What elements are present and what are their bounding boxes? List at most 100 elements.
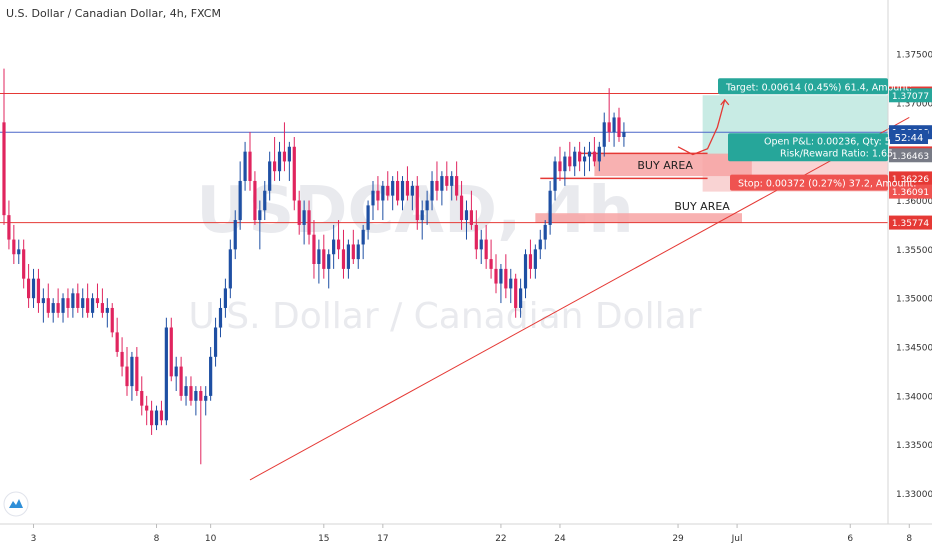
candle-body-48 (238, 180, 242, 221)
candle-body-85 (420, 210, 424, 221)
target-label-box (718, 78, 888, 95)
candle-body-106 (523, 254, 528, 289)
candle-body-65 (322, 249, 326, 269)
candle-body-59 (292, 146, 296, 201)
candle-body-9 (46, 298, 50, 313)
candle-body-66 (327, 254, 331, 269)
candle-body-29 (145, 405, 149, 411)
candle-body-12 (61, 298, 65, 313)
time-tick-label: 24 (554, 534, 566, 544)
candle-body-64 (317, 249, 321, 264)
price-axis[interactable]: 1.33000 1.33500 1.34000 1.34500 1.35000 1.355… (896, 50, 932, 500)
candle-body-88 (435, 180, 439, 191)
pnl-label[interactable]: Open P&L: 0.00236, Qty: 53763 Risk/Rewar… (728, 133, 915, 162)
candle-body-7 (36, 278, 41, 304)
candle-body-49 (243, 151, 247, 181)
candle-body-40 (199, 391, 203, 401)
buy-area-label-lower[interactable]: BUY AREA (674, 200, 730, 213)
candle-body-110 (543, 224, 547, 240)
candle-body-97 (479, 239, 483, 250)
candle-body-82 (405, 180, 410, 196)
candle-body-38 (189, 386, 193, 401)
candle-body-16 (81, 298, 85, 308)
candle-body-117 (578, 151, 582, 162)
zones-layer (535, 95, 888, 223)
price-tag-hline (889, 215, 932, 230)
candle-body-21 (105, 307, 109, 313)
time-tick-label: 10 (205, 534, 217, 544)
candle-body-32 (159, 410, 164, 421)
countdown-text: 52:44 (895, 133, 924, 144)
countdown-box (890, 130, 928, 144)
candle-body-96 (474, 224, 478, 250)
pnl-label-box (728, 133, 888, 162)
candle-body-71 (351, 244, 355, 260)
pnl-label-line1: Open P&L: 0.00236, Qty: 53763 (764, 136, 915, 147)
price-tag-entry (889, 148, 932, 163)
time-tick-label: 17 (377, 534, 388, 544)
candle-body-105 (519, 288, 523, 308)
price-tick-label: 1.33500 (896, 441, 932, 451)
time-axis[interactable]: 3 8 10 15 17 22 24 29 Jul 6 8 (31, 524, 913, 544)
candle-body-54 (268, 161, 272, 191)
tradingview-logo-icon[interactable] (3, 491, 29, 517)
candle-body-83 (410, 185, 414, 196)
candle-body-56 (277, 151, 282, 172)
candle-body-114 (563, 156, 567, 172)
stop-label[interactable]: Stop: 0.00372 (0.27%) 37.2, Amount: (730, 174, 916, 191)
pnl-label-line2: Risk/Reward Ratio: 1.65 (780, 148, 893, 159)
candle-body-101 (499, 268, 503, 284)
time-tick-label: 8 (906, 534, 912, 544)
price-tag-label: 1.35774 (892, 219, 929, 229)
candle-body-115 (568, 156, 572, 167)
candle-body-42 (209, 356, 213, 396)
candle-body-80 (396, 180, 400, 201)
candle-body-1 (7, 215, 11, 240)
projection-arrow-icon (720, 98, 730, 106)
candle-body-41 (204, 395, 208, 401)
candle-body-68 (336, 239, 341, 250)
bar-countdown: 52:44 (890, 130, 928, 144)
target-label-text: Target: 0.00614 (0.45%) 61.4, Amount: (725, 82, 912, 93)
candle-body-123 (607, 122, 611, 133)
overlay-layer (677, 98, 730, 156)
candle-body-25 (125, 366, 129, 387)
candle-body-2 (12, 239, 16, 255)
candle-body-46 (228, 249, 232, 289)
price-tag-stop (889, 184, 932, 199)
candle-body-120 (592, 151, 596, 162)
candle-body-24 (120, 351, 124, 367)
candle-body-72 (356, 244, 360, 260)
candle-body-124 (612, 117, 616, 133)
candle-body-93 (459, 195, 464, 221)
candle-body-94 (464, 210, 469, 221)
candle-body-6 (31, 278, 36, 299)
target-label[interactable]: Target: 0.00614 (0.45%) 61.4, Amount: (718, 78, 912, 95)
candle-body-11 (56, 303, 60, 313)
candle-body-43 (213, 327, 218, 357)
candle-body-60 (297, 200, 301, 225)
price-tag-label: 1.36226 (892, 175, 929, 185)
candles-layer (2, 68, 626, 465)
candle-body-91 (450, 176, 454, 186)
candle-body-90 (445, 176, 449, 186)
candle-body-69 (341, 249, 346, 269)
time-tick-label: Jul (731, 534, 743, 544)
buy-area-label-upper[interactable]: BUY AREA (637, 159, 693, 172)
candle-body-118 (582, 156, 587, 162)
time-tick-label: 15 (318, 534, 329, 544)
candle-body-103 (509, 278, 513, 289)
candle-body-35 (174, 366, 178, 377)
candle-body-126 (622, 132, 626, 137)
price-tick-label: 1.37000 (896, 99, 932, 109)
candle-body-15 (76, 293, 80, 308)
candle-body-75 (371, 190, 375, 206)
candle-body-109 (538, 239, 542, 250)
candle-body-45 (223, 288, 227, 308)
candle-body-89 (440, 176, 444, 191)
candle-body-99 (489, 259, 493, 269)
candle-body-119 (587, 151, 592, 157)
candle-body-27 (135, 356, 139, 391)
